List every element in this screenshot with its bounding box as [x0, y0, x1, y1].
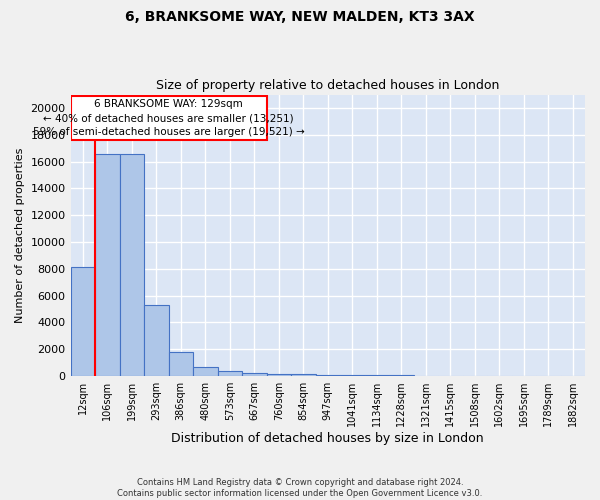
Title: Size of property relative to detached houses in London: Size of property relative to detached ho… — [156, 79, 499, 92]
Bar — [71, 96, 266, 140]
Bar — [242, 373, 266, 376]
Bar — [193, 366, 218, 376]
Text: ← 40% of detached houses are smaller (13,251): ← 40% of detached houses are smaller (13… — [43, 113, 294, 123]
Text: Contains HM Land Registry data © Crown copyright and database right 2024.
Contai: Contains HM Land Registry data © Crown c… — [118, 478, 482, 498]
Bar — [316, 375, 340, 376]
Bar — [291, 374, 316, 376]
Bar — [95, 154, 119, 376]
Bar — [119, 154, 144, 376]
Bar — [266, 374, 291, 376]
Text: 6 BRANKSOME WAY: 129sqm: 6 BRANKSOME WAY: 129sqm — [94, 98, 243, 108]
Bar — [144, 305, 169, 376]
Bar — [169, 352, 193, 376]
Text: 6, BRANKSOME WAY, NEW MALDEN, KT3 3AX: 6, BRANKSOME WAY, NEW MALDEN, KT3 3AX — [125, 10, 475, 24]
Bar — [340, 375, 365, 376]
X-axis label: Distribution of detached houses by size in London: Distribution of detached houses by size … — [172, 432, 484, 445]
Y-axis label: Number of detached properties: Number of detached properties — [15, 148, 25, 323]
Text: 59% of semi-detached houses are larger (19,521) →: 59% of semi-detached houses are larger (… — [32, 127, 304, 137]
Bar — [218, 372, 242, 376]
Bar — [71, 268, 95, 376]
